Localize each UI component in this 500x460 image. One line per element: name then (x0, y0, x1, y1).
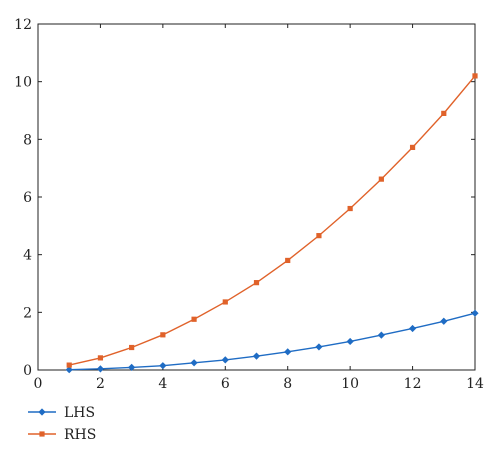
data-point-rhs (66, 362, 72, 368)
legend-entry-rhs: RHS (28, 427, 96, 443)
data-point-rhs (347, 205, 353, 212)
data-point-rhs (253, 280, 260, 286)
data-point-lhs (221, 356, 229, 364)
series-layer (65, 73, 479, 374)
y-tick-label: 0 (23, 363, 32, 379)
data-point-lhs (315, 343, 323, 351)
data-point-lhs (346, 337, 354, 346)
series-rhs (66, 73, 478, 368)
data-point-rhs (160, 332, 166, 338)
x-tick-label: 14 (466, 376, 484, 392)
y-tick-label: 6 (23, 190, 32, 206)
series-line-lhs (69, 312, 476, 371)
data-point-rhs (97, 355, 104, 361)
legend-marker (38, 408, 46, 416)
x-tick-label: 6 (221, 376, 230, 392)
data-point-lhs (128, 363, 136, 372)
data-point-rhs (129, 344, 135, 351)
data-point-rhs (409, 144, 416, 151)
data-point-lhs (284, 348, 292, 356)
series-line-rhs (69, 75, 476, 366)
y-tick-label: 10 (14, 75, 32, 91)
data-point-lhs (96, 365, 105, 373)
x-tick-label: 0 (34, 376, 43, 392)
data-point-rhs (441, 110, 447, 116)
data-point-rhs (316, 233, 322, 239)
legend: LHS RHS (28, 405, 96, 443)
y-tick-label: 12 (14, 17, 32, 33)
data-point-lhs (159, 362, 167, 370)
data-point-lhs (377, 331, 385, 339)
legend-marker (39, 431, 45, 437)
axis-ticks: 0 2 4 6 8 10 12 14 0 2 4 6 8 10 12 (14, 17, 484, 392)
x-tick-label: 8 (283, 376, 292, 392)
legend-entry-lhs: LHS (28, 405, 95, 421)
data-point-lhs (190, 359, 198, 367)
data-point-rhs (222, 299, 228, 305)
x-tick-label: 4 (158, 376, 167, 392)
data-point-lhs (252, 352, 261, 360)
data-point-lhs (471, 309, 479, 317)
data-point-lhs (440, 317, 448, 325)
y-tick-label: 2 (23, 305, 32, 321)
x-tick-label: 10 (341, 376, 359, 392)
y-tick-label: 8 (23, 132, 32, 148)
series-lhs (65, 309, 479, 374)
legend-label: LHS (64, 405, 95, 421)
x-tick-label: 12 (404, 376, 422, 392)
legend-label: RHS (64, 427, 96, 443)
data-point-rhs (378, 176, 384, 182)
data-point-lhs (65, 366, 73, 374)
data-point-rhs (191, 316, 197, 322)
data-point-rhs (285, 257, 291, 264)
y-tick-label: 4 (23, 248, 32, 264)
data-point-rhs (472, 73, 478, 79)
x-tick-label: 2 (96, 376, 105, 392)
data-point-lhs (408, 324, 417, 333)
